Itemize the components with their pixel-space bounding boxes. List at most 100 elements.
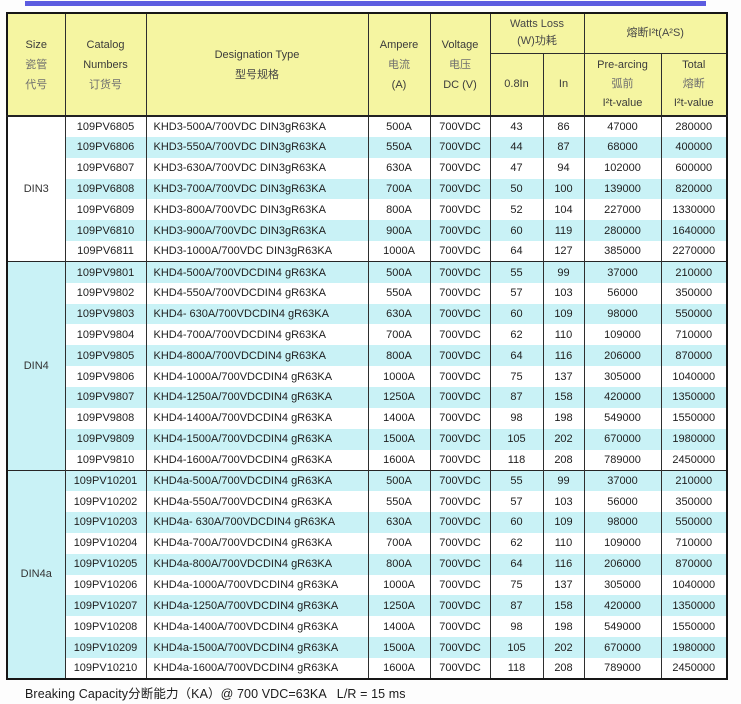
voltage-cell: 700VDC: [429, 657, 491, 679]
ampere-cell: 900A: [367, 220, 431, 242]
catalog-cell: 109PV10202: [64, 491, 147, 513]
catalog-cell: 109PV10206: [64, 574, 147, 596]
col-header-voltage-unit: DC (V): [443, 78, 477, 91]
watts-08in-cell: 64: [489, 241, 544, 262]
prearcing-i2t-cell: 37000: [583, 261, 662, 283]
table-row: 109PV10208 KHD4a-1400A/700VDCDIN4 gR63KA 1…: [7, 616, 728, 638]
watts-in-cell: 87: [542, 136, 585, 158]
col-header-total-cn: 熔断: [682, 77, 705, 90]
watts-08in-cell: 55: [489, 261, 544, 283]
total-i2t-cell: 280000: [660, 116, 728, 137]
size-group-cell: DIN3: [6, 116, 66, 262]
catalog-cell: 109PV6809: [64, 199, 147, 221]
ampere-cell: 550A: [367, 282, 431, 304]
designation-cell: KHD4a-550A/700VDCDIN4 gR63KA: [145, 491, 369, 513]
voltage-cell: 700VDC: [429, 595, 491, 617]
designation-cell: KHD4a-500A/700VDCDIN4 gR63KA: [145, 469, 369, 492]
table-row: 109PV10206 KHD4a-1000A/700VDCDIN4 gR63KA 1…: [7, 574, 728, 596]
watts-08in-cell: 98: [489, 616, 544, 638]
watts-08in-cell: 64: [489, 345, 544, 367]
watts-08in-cell: 52: [489, 199, 544, 221]
voltage-cell: 700VDC: [429, 116, 491, 137]
watts-in-cell: 202: [542, 637, 585, 658]
prearcing-i2t-cell: 549000: [583, 407, 662, 429]
designation-cell: KHD4a-1400A/700VDCDIN4 gR63KA: [145, 616, 369, 638]
total-i2t-cell: 1350000: [660, 386, 728, 408]
watts-in-cell: 119: [542, 220, 585, 242]
designation-cell: KHD4-1600A/700VDCDIN4 gR63KA: [145, 449, 369, 471]
catalog-cell: 109PV10210: [64, 657, 147, 679]
watts-08in-cell: 62: [489, 324, 544, 346]
watts-08in-cell: 98: [489, 407, 544, 429]
ampere-cell: 800A: [367, 345, 431, 367]
total-i2t-cell: 1640000: [660, 220, 728, 242]
prearcing-i2t-cell: 37000: [583, 469, 662, 492]
ampere-cell: 630A: [367, 512, 431, 533]
col-header-prearcing: Pre-arcing 弧前 I²t-value: [583, 53, 662, 117]
ampere-cell: 550A: [367, 491, 431, 513]
table-row: 109PV9809 KHD4-1500A/700VDCDIN4 gR63KA 150…: [7, 428, 728, 450]
watts-in-cell: 100: [542, 178, 585, 200]
table-row: DIN4 109PV9801 KHD4-500A/700VDCDIN4 gR63KA…: [6, 261, 728, 471]
watts-in-cell: 202: [542, 428, 585, 450]
col-header-designation-en: Designation Type: [214, 48, 300, 61]
total-i2t-cell: 870000: [660, 553, 728, 575]
ampere-cell: 1400A: [367, 616, 431, 638]
watts-in-cell: 127: [542, 241, 585, 262]
watts-08in-cell: 44: [489, 136, 544, 158]
watts-in-cell: 99: [542, 469, 585, 492]
col-header-ampere-cn: 电流: [388, 58, 410, 71]
total-i2t-cell: 210000: [660, 261, 728, 283]
watts-08in-cell: 60: [489, 220, 544, 242]
prearcing-i2t-cell: 139000: [583, 178, 662, 200]
voltage-cell: 700VDC: [429, 386, 491, 408]
table-row: 109PV9810 KHD4-1600A/700VDCDIN4 gR63KA 160…: [7, 449, 728, 471]
prearcing-i2t-cell: 206000: [583, 553, 662, 575]
ampere-cell: 1000A: [367, 366, 431, 387]
prearcing-i2t-cell: 420000: [583, 386, 662, 408]
voltage-cell: 700VDC: [429, 469, 491, 492]
watts-08in-cell: 64: [489, 553, 544, 575]
watts-08in-cell: 57: [489, 282, 544, 304]
table-row: 109PV10209 KHD4a-1500A/700VDCDIN4 gR63KA 1…: [7, 637, 728, 658]
catalog-cell: 109PV10204: [64, 532, 147, 554]
watts-in-cell: 110: [542, 324, 585, 346]
col-header-ampere-unit: (A): [391, 78, 407, 91]
catalog-cell: 109PV6805: [64, 116, 147, 137]
table-row: DIN3 109PV6805 KHD3-500A/700VDC DIN3gR63KA…: [6, 116, 728, 262]
catalog-cell: 109PV9804: [64, 324, 147, 346]
table-row: 109PV10210 KHD4a-1600A/700VDCDIN4 gR63KA 1…: [7, 657, 728, 679]
watts-08in-cell: 118: [489, 657, 544, 679]
designation-cell: KHD4-1000A/700VDCDIN4 gR63KA: [145, 366, 369, 387]
catalog-cell: 109PV10201: [64, 469, 147, 492]
watts-in-cell: 110: [542, 532, 585, 554]
prearcing-i2t-cell: 102000: [583, 157, 662, 179]
designation-cell: KHD3-800A/700VDC DIN3gR63KA: [145, 199, 369, 221]
catalog-cell: 109PV10208: [64, 616, 147, 638]
table-row: 109PV6806 KHD3-550A/700VDC DIN3gR63KA 550A…: [7, 136, 728, 158]
watts-in-cell: 208: [542, 449, 585, 471]
table-body: DIN3 109PV6805 KHD3-500A/700VDC DIN3gR63KA…: [6, 116, 728, 679]
catalog-cell: 109PV6807: [64, 157, 147, 179]
table-row: 109PV9807 KHD4-1250A/700VDCDIN4 gR63KA 125…: [7, 386, 728, 408]
total-i2t-cell: 550000: [660, 303, 728, 325]
col-header-voltage: Voltage 电压 DC (V): [429, 13, 491, 117]
designation-cell: KHD3-900A/700VDC DIN3gR63KA: [145, 220, 369, 242]
prearcing-i2t-cell: 227000: [583, 199, 662, 221]
prearcing-i2t-cell: 420000: [583, 595, 662, 617]
total-i2t-cell: 350000: [660, 282, 728, 304]
prearcing-i2t-cell: 98000: [583, 303, 662, 325]
voltage-cell: 700VDC: [429, 428, 491, 450]
top-accent-rule: [25, 1, 706, 6]
watts-08in-cell: 105: [489, 637, 544, 658]
voltage-cell: 700VDC: [429, 407, 491, 429]
col-header-prearcing-en: Pre-arcing: [597, 58, 648, 71]
col-header-watts-loss-en: Watts Loss: [510, 18, 564, 31]
watts-08in-cell: 75: [489, 574, 544, 596]
total-i2t-cell: 350000: [660, 491, 728, 513]
voltage-cell: 700VDC: [429, 449, 491, 471]
table-row: 109PV9804 KHD4-700A/700VDCDIN4 gR63KA 700A…: [7, 324, 728, 346]
col-header-designation: Designation Type 型号规格: [145, 13, 369, 117]
designation-cell: KHD4a-700A/700VDCDIN4 gR63KA: [145, 532, 369, 554]
ampere-cell: 500A: [367, 261, 431, 283]
